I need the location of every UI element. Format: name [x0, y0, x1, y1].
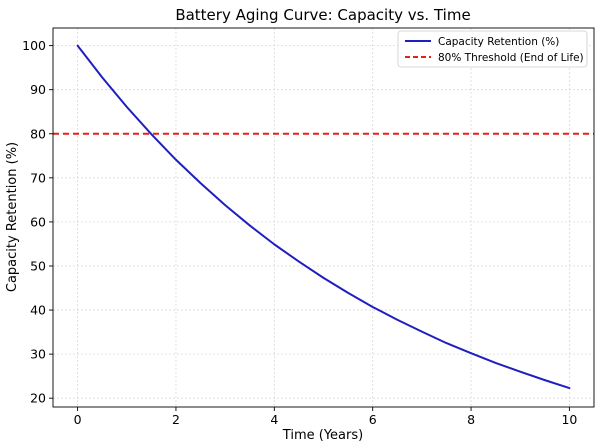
- y-tick-label: 70: [30, 170, 46, 185]
- legend: Capacity Retention (%) 80% Threshold (En…: [397, 30, 588, 68]
- x-axis-label: Time (Years): [282, 428, 363, 443]
- y-tick-label: 100: [22, 38, 46, 53]
- y-axis-label: Capacity Retention (%): [5, 142, 20, 292]
- grid: [53, 28, 594, 407]
- x-tick-label: 0: [74, 412, 82, 427]
- chart-title: Battery Aging Curve: Capacity vs. Time: [175, 6, 470, 24]
- y-tick-label: 40: [30, 303, 46, 318]
- ticks: 0 2 4 6 8 10 20 30 40 50 60 70 80 90 100: [22, 38, 577, 427]
- y-tick-label: 30: [30, 347, 46, 362]
- y-tick-label: 90: [30, 82, 46, 97]
- y-tick-label: 60: [30, 214, 46, 229]
- legend-box: [397, 30, 588, 68]
- y-tick-label: 20: [30, 391, 46, 406]
- x-tick-label: 6: [369, 412, 377, 427]
- x-tick-label: 8: [467, 412, 475, 427]
- plot-frame: [52, 27, 595, 408]
- legend-label-threshold: 80% Threshold (End of Life): [438, 52, 584, 64]
- y-tick-label: 80: [30, 126, 46, 141]
- x-tick-label: 4: [270, 412, 278, 427]
- capacity-retention-line: [76, 44, 571, 390]
- series-layer: [53, 44, 594, 390]
- y-tick-label: 50: [30, 258, 46, 273]
- x-tick-label: 2: [172, 412, 180, 427]
- legend-label-capacity: Capacity Retention (%): [438, 36, 559, 48]
- x-tick-label: 10: [561, 412, 577, 427]
